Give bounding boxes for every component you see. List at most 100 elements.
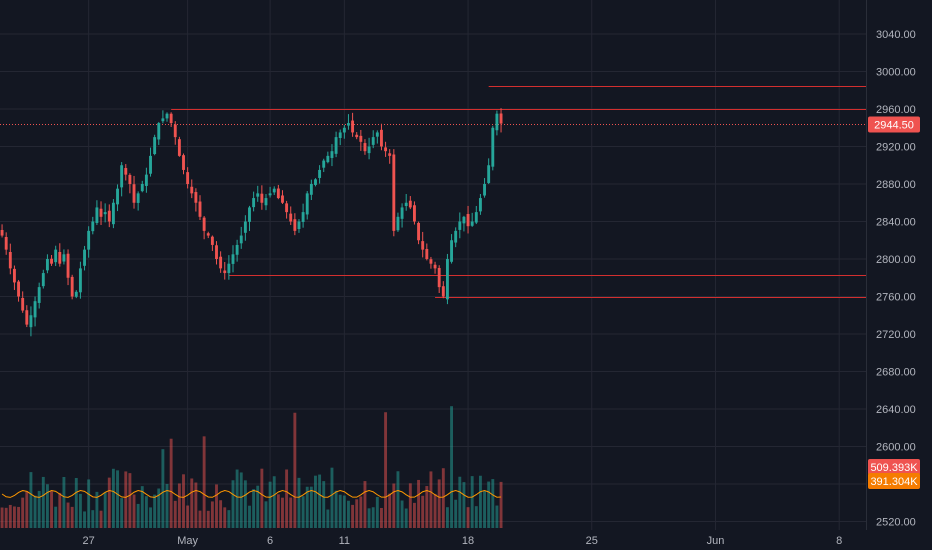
candle-body (128, 174, 132, 184)
volume-ma-badge-text: 391.304K (870, 476, 918, 488)
price-tick-label: 2520.00 (876, 517, 916, 529)
volume-bar (355, 499, 359, 528)
price-tick-label: 2800.00 (876, 254, 916, 266)
candle-body (169, 113, 173, 124)
time-tick-label: 27 (83, 535, 95, 547)
axis-badges: 2944.50 509.393K 391.304K (868, 116, 920, 489)
candle-body (499, 113, 503, 124)
volume-bar (466, 507, 470, 528)
candle-body (161, 118, 165, 122)
volume-bar (417, 479, 421, 528)
candle-body (21, 297, 25, 311)
volume-bar (128, 473, 132, 528)
volume-bar (215, 484, 218, 528)
time-axis[interactable]: 27 May 6 11 18 25 Jun 8 (83, 535, 843, 547)
candle-body (380, 129, 383, 147)
volume-bar (412, 502, 416, 528)
candle-body (132, 184, 136, 203)
volume-bar (91, 510, 95, 528)
candle-body (149, 155, 152, 174)
time-tick-label: May (177, 535, 198, 547)
candle-body (50, 258, 53, 264)
volume-bar (140, 486, 144, 528)
candle-body (338, 132, 342, 138)
candle-body (177, 139, 181, 156)
volume-bar (309, 486, 313, 528)
candle-body (470, 221, 474, 226)
candle-body (58, 251, 62, 264)
volume-bar (305, 486, 309, 528)
price-tick-label: 2920.00 (876, 142, 916, 154)
candle-body (140, 184, 144, 192)
candle-body (235, 244, 239, 255)
candle-body (433, 264, 437, 269)
volume-bar (487, 481, 491, 528)
volume-bar (177, 483, 181, 528)
candle-body (445, 259, 449, 300)
volume-bar (396, 471, 400, 528)
volume-bar (256, 485, 260, 528)
volume-badge-text: 509.393K (870, 462, 918, 474)
candle-body (384, 147, 388, 152)
candle-body (359, 135, 363, 142)
candle-body (190, 186, 194, 194)
volume-bar (87, 479, 91, 528)
candle-body (210, 236, 214, 245)
candle-body (491, 127, 495, 167)
volume-bar (392, 483, 396, 528)
price-tick-label: 3000.00 (876, 67, 916, 79)
volume-bar (454, 499, 458, 528)
candle-body (107, 210, 111, 222)
candle-body (437, 267, 441, 288)
candle-body (239, 235, 243, 244)
price-tick-label: 2680.00 (876, 367, 916, 379)
volume-bar (45, 484, 49, 528)
volume-bar (144, 496, 148, 528)
volume-bar (66, 502, 70, 528)
price-tick-label: 3040.00 (876, 29, 916, 41)
candle-body (198, 201, 202, 217)
volume-bar (408, 483, 412, 528)
volume-bar (384, 412, 388, 528)
volume-bar (235, 469, 239, 528)
candle-body (194, 192, 198, 203)
volume-bar (441, 468, 445, 528)
candle-body (417, 222, 421, 241)
candle-body (173, 124, 177, 138)
candle-body (264, 198, 268, 206)
candle-body (450, 240, 454, 262)
candle-body (297, 221, 301, 230)
candle-body (392, 154, 396, 231)
candle-body (223, 270, 227, 274)
candle-body (124, 168, 128, 175)
volume-bar (124, 471, 128, 528)
volume-bar (198, 510, 202, 528)
volume-bar (169, 438, 173, 528)
volume-bar (301, 496, 305, 528)
candle-body (351, 120, 355, 133)
candle-body (330, 151, 334, 158)
candle-body (87, 230, 91, 250)
volume-bar (347, 500, 350, 528)
candle-body (334, 137, 338, 154)
candle-body (355, 134, 359, 138)
volume-ma-line (1, 489, 502, 498)
volume-bar (483, 490, 486, 528)
candle-body (136, 193, 140, 203)
volume-bar (404, 508, 408, 528)
candle-body (478, 198, 482, 212)
volume-bar (116, 470, 119, 528)
volume-bar (276, 494, 280, 528)
volume-bar (351, 504, 355, 528)
candle-body (285, 203, 289, 213)
candle-body (487, 165, 491, 183)
candle-body (458, 221, 462, 230)
candle-body (495, 113, 499, 131)
volume-bar (314, 475, 317, 528)
candle-body (276, 188, 280, 199)
candle-body (388, 153, 392, 156)
candle-body (371, 137, 375, 145)
time-tick-label: 18 (462, 535, 474, 547)
candle-body (91, 221, 95, 232)
